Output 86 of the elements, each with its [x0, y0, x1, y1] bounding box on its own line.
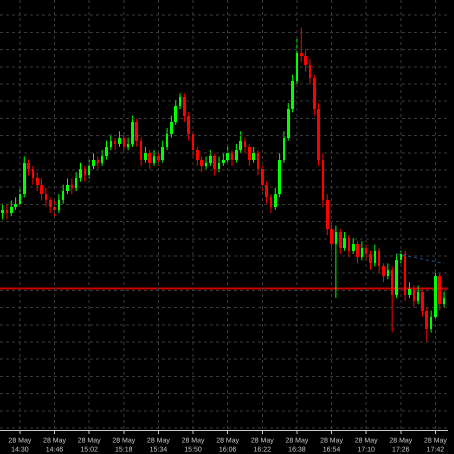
candlestick: [127, 137, 129, 151]
candlestick: [196, 146, 199, 166]
candlestick: [140, 137, 142, 166]
candlestick: [200, 156, 203, 173]
candlestick: [105, 140, 108, 160]
candlestick: [300, 27, 303, 63]
candlestick: [157, 152, 160, 166]
candlestick: [378, 247, 380, 274]
candlestick: [252, 146, 255, 164]
candlestick: [97, 156, 99, 170]
candlestick: [192, 130, 194, 157]
candlestick: [430, 310, 432, 334]
candlestick: [222, 152, 225, 166]
candlestick: [183, 93, 186, 122]
candlestick: [352, 238, 355, 254]
candlestick: [343, 231, 346, 252]
candlestick: [261, 165, 264, 192]
candlestick: [10, 200, 13, 217]
candlestick: [71, 178, 73, 195]
candlestick: [239, 130, 242, 154]
candlestick: [27, 159, 30, 176]
candlestick: [335, 225, 337, 298]
candlestick: [425, 306, 428, 342]
candlestick: [309, 58, 311, 85]
candlestick: [356, 240, 359, 264]
candlestick: [131, 115, 134, 148]
candlestick: [365, 244, 367, 261]
candlestick: [14, 196, 17, 210]
candlestick: [231, 150, 233, 166]
candlestick: [101, 150, 103, 166]
candlestick: [174, 99, 177, 126]
candlestick: [361, 240, 363, 261]
candlestick: [92, 152, 95, 170]
candlestick: [84, 165, 86, 182]
candlestick: [153, 150, 155, 166]
candlestick: [36, 172, 39, 192]
candlestick: [45, 187, 47, 208]
candlestick: [421, 288, 424, 318]
candlestick: [387, 262, 389, 280]
candlestick: [218, 156, 220, 173]
candlestick: [49, 196, 52, 214]
candlestick: [339, 228, 342, 254]
candlestick: [257, 150, 259, 176]
candlestick: [75, 172, 77, 192]
candlestick: [166, 128, 168, 151]
candlestick: [413, 284, 415, 308]
candlestick: [179, 93, 181, 110]
candlestick: [1, 203, 4, 220]
candlestick: [274, 187, 277, 210]
candlestick: [144, 146, 147, 164]
candlestick: [66, 178, 69, 195]
candlestick: [6, 203, 8, 220]
candlestick: [123, 134, 125, 154]
candlestick: [270, 194, 272, 214]
candlestick: [382, 262, 385, 283]
candlestick: [265, 181, 268, 204]
candlestick: [58, 194, 60, 214]
candlestick: [40, 178, 43, 201]
candlestick: [114, 137, 116, 151]
candlestick: [213, 152, 216, 176]
candlestick: [209, 150, 212, 166]
candlestick: [135, 118, 138, 148]
candlestick: [79, 162, 82, 182]
candlestick: [187, 112, 190, 142]
candlestick: [110, 134, 112, 151]
candlestick: [170, 115, 173, 138]
candlestick: [374, 244, 376, 267]
candlestick: [304, 49, 307, 72]
candlestick: [348, 234, 350, 258]
candlestick: [400, 250, 402, 264]
candlestick: [283, 130, 285, 164]
candlestick: [161, 140, 164, 164]
candlestick: [205, 156, 207, 170]
candlestick: [226, 146, 229, 164]
candlestick: [62, 184, 64, 204]
candlestick: [417, 284, 419, 305]
candlestick: [235, 143, 238, 164]
candlestick: [443, 291, 445, 308]
candlestick: [408, 282, 411, 298]
candlestick: [148, 150, 151, 170]
candlestick: [369, 250, 372, 270]
candlestick: [244, 137, 246, 154]
candlestick: [118, 130, 121, 148]
candlestick: [88, 159, 90, 179]
candlestick: [32, 165, 34, 186]
candlestick: [248, 143, 251, 166]
